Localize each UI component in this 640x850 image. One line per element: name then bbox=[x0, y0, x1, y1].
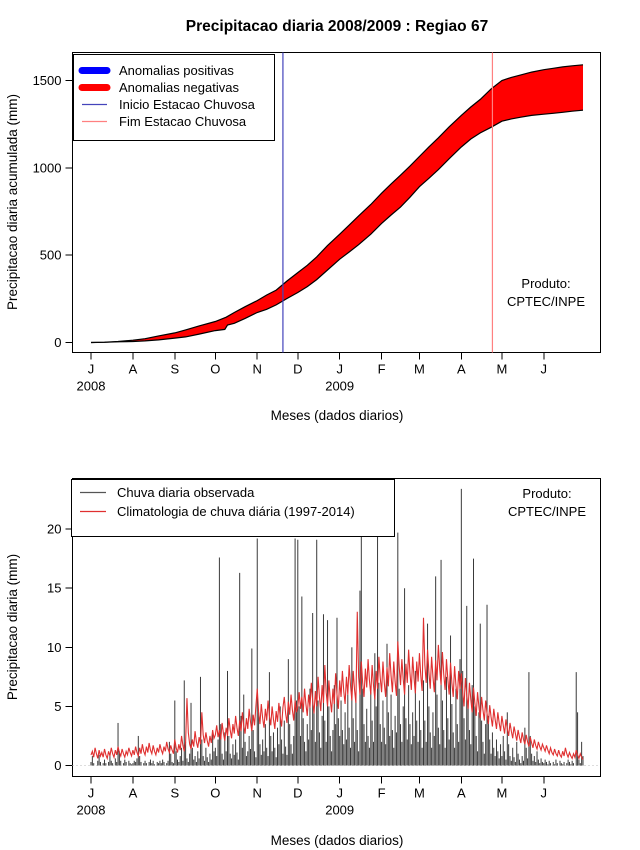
climatology-line bbox=[90, 611, 584, 761]
month-label: D bbox=[293, 786, 302, 801]
legend-label: Anomalias positivas bbox=[119, 63, 234, 78]
year-label: 2009 bbox=[325, 803, 354, 818]
top-legend: Anomalias positivas Anomalias negativas … bbox=[73, 54, 275, 141]
month-label: J bbox=[88, 362, 95, 377]
year-label: 2009 bbox=[325, 379, 354, 394]
month-label: F bbox=[378, 362, 386, 377]
month-label: S bbox=[170, 362, 179, 377]
legend-border bbox=[71, 479, 395, 537]
legend-label: Fim Estacao Chuvosa bbox=[119, 114, 247, 129]
month-label: F bbox=[378, 786, 386, 801]
produto-watermark-line1: Produto: bbox=[522, 486, 571, 501]
bottom-axes-layer: 0 5 10 15 20 J A S O N D J F M A M J 2008 2009 bbox=[47, 522, 547, 818]
month-label: M bbox=[496, 786, 507, 801]
anomaly-band bbox=[91, 64, 583, 343]
legend-label: Climatologia de chuva diária (1997-2014) bbox=[117, 504, 355, 519]
y-tick-label: 5 bbox=[54, 699, 61, 714]
month-label: N bbox=[253, 362, 262, 377]
month-label: J bbox=[336, 786, 343, 801]
daily-bars-layer bbox=[72, 488, 601, 766]
legend-label: Inicio Estacao Chuvosa bbox=[119, 97, 256, 112]
y-tick-label: 15 bbox=[47, 581, 61, 596]
year-label: 2008 bbox=[77, 379, 106, 394]
month-label: O bbox=[210, 786, 220, 801]
legend-label: Chuva diaria observada bbox=[117, 485, 255, 500]
y-tick-label: 10 bbox=[47, 640, 61, 655]
month-label: A bbox=[129, 362, 138, 377]
month-label: A bbox=[457, 362, 466, 377]
month-label: M bbox=[496, 362, 507, 377]
y-tick-label: 1000 bbox=[33, 160, 62, 175]
produto-watermark-line1: Produto: bbox=[521, 276, 570, 291]
year-label: 2008 bbox=[77, 803, 106, 818]
month-label: M bbox=[414, 786, 425, 801]
daily-precipitation-chart: 0 5 10 15 20 J A S O N D J F M A M J 2008 2009 Chuva diari… bbox=[5, 478, 601, 848]
month-label: J bbox=[88, 786, 95, 801]
month-label: A bbox=[129, 786, 138, 801]
y-tick-label: 500 bbox=[40, 248, 62, 263]
month-label: J bbox=[336, 362, 343, 377]
band-lower-edge-observado bbox=[90, 109, 584, 344]
month-label: A bbox=[457, 786, 466, 801]
month-label: J bbox=[541, 786, 548, 801]
produto-watermark-line2: CPTEC/INPE bbox=[507, 294, 585, 309]
y-tick-label: 20 bbox=[47, 522, 61, 537]
produto-watermark-line2: CPTEC/INPE bbox=[508, 504, 586, 519]
y-tick-label: 1500 bbox=[33, 73, 62, 88]
x-axis-title: Meses (dados diarios) bbox=[271, 408, 404, 423]
chart-title: Precipitacao diaria 2008/2009 : Regiao 6… bbox=[186, 18, 488, 35]
y-tick-label: 0 bbox=[54, 758, 61, 773]
cumulative-band-layer bbox=[90, 52, 584, 353]
band-upper-edge-climatologia bbox=[90, 64, 584, 344]
y-axis-title: Precipitacao diaria acumulada (mm) bbox=[5, 94, 20, 310]
bottom-legend: Chuva diaria observada Climatologia de c… bbox=[71, 479, 395, 537]
month-label: N bbox=[253, 786, 262, 801]
month-label: J bbox=[541, 362, 548, 377]
y-tick-label: 0 bbox=[54, 335, 61, 350]
cumulative-precipitation-chart: Precipitacao diaria 2008/2009 : Regiao 6… bbox=[5, 18, 601, 423]
x-axis-title: Meses (dados diarios) bbox=[271, 833, 404, 848]
month-label: M bbox=[414, 362, 425, 377]
y-axis-title: Precipitacao diaria (mm) bbox=[5, 554, 20, 700]
month-label: O bbox=[210, 362, 220, 377]
legend-label: Anomalias negativas bbox=[119, 80, 239, 95]
top-axes-layer: 0 500 1000 1500 J A S O N D J F M A M J 2008 2009 bbox=[33, 73, 547, 394]
month-label: S bbox=[170, 786, 179, 801]
month-label: D bbox=[293, 362, 302, 377]
